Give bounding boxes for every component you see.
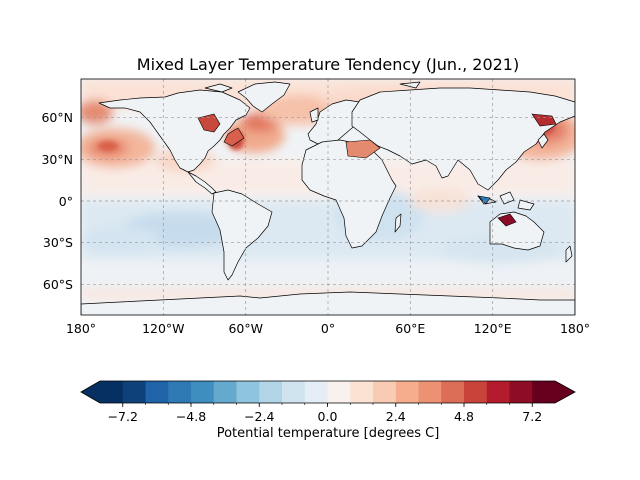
lon-tick-label: 120°E bbox=[474, 321, 512, 336]
colorbar-swatch bbox=[486, 381, 510, 403]
colorbar-swatch bbox=[395, 381, 419, 403]
colorbar-tick-label: 0.0 bbox=[318, 409, 338, 424]
colorbar-swatch bbox=[145, 381, 169, 403]
coastal-warm-patches bbox=[197, 113, 557, 227]
colorbar-swatch bbox=[350, 381, 374, 403]
lat-tick-label: 60°S bbox=[43, 277, 73, 292]
lon-tick-label: 120°W bbox=[142, 321, 184, 336]
colorbar-swatch bbox=[100, 381, 124, 403]
map-title: Mixed Layer Temperature Tendency (Jun., … bbox=[136, 55, 520, 74]
colorbar-tick-label: 2.4 bbox=[386, 409, 406, 424]
colorbar-swatch bbox=[259, 381, 283, 403]
colorbar-tick-label: −2.4 bbox=[244, 409, 274, 424]
colorbar-tick-label: −7.2 bbox=[108, 409, 138, 424]
colorbar-swatch bbox=[509, 381, 533, 403]
colorbar-swatch bbox=[236, 381, 260, 403]
colorbar-swatch bbox=[418, 381, 442, 403]
colorbar-swatch bbox=[532, 381, 556, 403]
map-panel bbox=[81, 79, 575, 315]
colorbar-swatch bbox=[373, 381, 397, 403]
colorbar-tick-label: −4.8 bbox=[176, 409, 206, 424]
lon-tick-labels: 180° 120°W 60°W 0° 60°E 120°E 180° bbox=[66, 321, 590, 336]
colorbar-outline bbox=[80, 380, 576, 404]
colorbar-swatch bbox=[441, 381, 465, 403]
colorbar-swatch bbox=[168, 381, 192, 403]
gridlines bbox=[81, 79, 575, 315]
lon-tick-label: 60°E bbox=[395, 321, 425, 336]
lat-tick-labels: 60°N 30°N 0° 30°S 60°S bbox=[41, 110, 73, 292]
lon-tick-label: 60°W bbox=[228, 321, 263, 336]
colorbar-extend-under bbox=[81, 381, 100, 403]
colorbar-swatch bbox=[464, 381, 488, 403]
colorbar-swatch bbox=[213, 381, 237, 403]
colorbar-swatch bbox=[122, 381, 146, 403]
colorbar-swatch bbox=[282, 381, 306, 403]
lat-tick-label: 60°N bbox=[41, 110, 73, 125]
lon-tick-label: 180° bbox=[66, 321, 96, 336]
colorbar-tick-label: 7.2 bbox=[522, 409, 542, 424]
map-frame bbox=[80, 78, 576, 316]
colorbar-swatch bbox=[304, 381, 328, 403]
colorbar-swatch bbox=[327, 381, 351, 403]
lon-tick-label: 180° bbox=[560, 321, 590, 336]
colorbar-label: Potential temperature [degrees C] bbox=[216, 426, 440, 441]
lat-tick-label: 30°S bbox=[43, 235, 73, 250]
lat-tick-label: 0° bbox=[59, 194, 73, 209]
colorbar: −7.2 −4.8 −2.4 0.0 2.4 4.8 7.2 bbox=[80, 380, 576, 424]
colorbar-extend-over bbox=[555, 381, 575, 403]
colorbar-swatch bbox=[191, 381, 215, 403]
lat-tick-label: 30°N bbox=[41, 152, 73, 167]
lon-tick-label: 0° bbox=[321, 321, 335, 336]
colorbar-tick-label: 4.8 bbox=[454, 409, 474, 424]
